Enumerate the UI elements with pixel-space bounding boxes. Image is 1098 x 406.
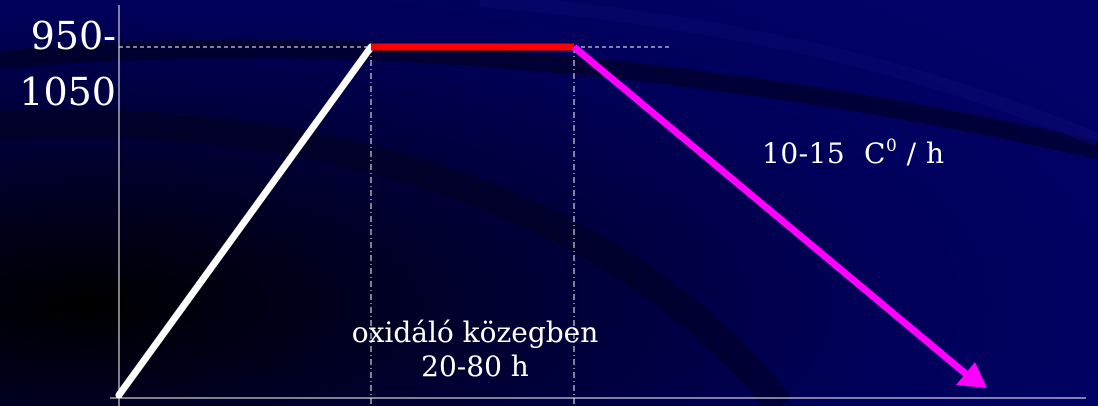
degree-superscript: 0 [885,136,898,156]
background-swoosh [479,0,1098,147]
cooling-arrow-head [956,362,987,388]
cooling-rate-unit: / h [897,137,945,170]
cooling-arrow [571,44,969,377]
background-swoosh [0,109,792,406]
temperature-value-line1: 950- [30,14,116,58]
temperature-value-label: 950- 1050 [6,8,116,120]
hold-condition-duration: 20-80 h [421,350,529,383]
heating-line [115,43,375,399]
hold-condition-label: oxidáló közegben 20-80 h [330,316,620,384]
hold-condition-medium: oxidáló közegben [351,316,599,349]
cooling-rate-label: 10-15 C0 / h [762,136,945,170]
temperature-value-line2: 1050 [19,70,116,114]
cooling-rate-value: 10-15 C [762,137,886,170]
background-swoosh [0,39,1098,159]
